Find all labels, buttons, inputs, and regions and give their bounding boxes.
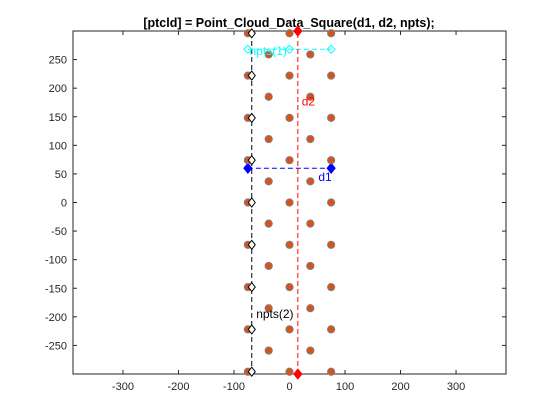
data-point: [306, 177, 315, 186]
npts2-marker: [247, 197, 256, 208]
y-tick-label: -100: [45, 255, 67, 267]
data-point: [306, 134, 315, 144]
x-tick-label: 100: [336, 381, 354, 393]
data-point: [285, 367, 294, 376]
y-tick-label: 200: [49, 83, 67, 95]
d1-label: d1: [318, 170, 332, 184]
data-point: [264, 50, 273, 59]
tick-labels: -300 -200 -100 0 100 200 300 -250 -200 -150 -100 -5…: [45, 55, 465, 393]
d2-end-marker: [293, 25, 303, 37]
data-point: [327, 156, 336, 165]
data-point: [327, 71, 336, 80]
npts1-marker: [326, 44, 336, 55]
data-points: [243, 27, 336, 378]
data-point: [327, 113, 336, 122]
data-point: [285, 113, 294, 122]
data-point: [306, 346, 315, 355]
data-point: [306, 50, 315, 59]
data-point: [327, 29, 336, 38]
x-tick-label: 0: [286, 381, 292, 393]
data-point: [327, 240, 336, 249]
data-point: [285, 198, 294, 207]
x-tick-label: 200: [391, 381, 409, 393]
data-point: [285, 240, 294, 249]
y-tick-label: 100: [49, 140, 67, 152]
data-point: [327, 198, 336, 207]
data-point: [285, 156, 294, 165]
y-tick-label: 150: [49, 112, 67, 124]
y-tick-label: 250: [49, 55, 67, 67]
d1-end-marker: [243, 162, 253, 175]
data-point: [264, 219, 273, 228]
chart-title: [ptcld] = Point_Cloud_Data_Square(d1, d2…: [143, 16, 434, 30]
y-tick-label: -150: [45, 283, 67, 295]
npts2-marker: [247, 154, 256, 166]
data-point: [264, 304, 273, 313]
npts1-marker: [284, 44, 295, 55]
npts2-marker: [247, 112, 256, 124]
y-tick-label: -50: [51, 226, 67, 238]
d1-end-marker: [326, 162, 336, 175]
data-point: [327, 283, 336, 292]
npts2-marker: [247, 281, 256, 293]
data-point: [264, 261, 273, 271]
annotation-labels: npts(1) d2 d1 npts(2): [250, 44, 333, 321]
npts2-label: npts(2): [256, 307, 293, 321]
data-point: [264, 134, 273, 144]
x-tick-label: 300: [447, 381, 465, 393]
data-point: [285, 283, 294, 292]
npts2-marker: [247, 366, 256, 378]
npts2-marker: [247, 324, 256, 335]
y-tick-label: -200: [45, 312, 67, 324]
npts2-marker: [247, 27, 256, 39]
data-point: [306, 92, 315, 101]
data-point: [306, 304, 315, 313]
data-point: [285, 71, 294, 80]
data-point: [285, 325, 294, 334]
npts2-marker: [247, 239, 256, 251]
data-point: [327, 367, 336, 376]
npts1-label: npts(1): [250, 44, 287, 58]
npts1-marker: [243, 44, 253, 55]
data-point: [306, 219, 315, 228]
data-point: [264, 346, 273, 355]
y-tick-label: 0: [61, 198, 67, 210]
data-point: [306, 261, 315, 271]
d2-label: d2: [302, 94, 316, 108]
y-tick-label: 50: [55, 169, 67, 181]
data-point: [327, 325, 336, 334]
data-point: [264, 177, 273, 186]
x-tick-label: -200: [167, 381, 189, 393]
data-point: [285, 29, 294, 38]
data-point: [264, 92, 273, 101]
d2-end-marker: [293, 368, 303, 380]
x-tick-label: -100: [223, 381, 245, 393]
y-tick-label: -250: [45, 340, 67, 352]
x-tick-label: -300: [112, 381, 134, 393]
npts2-marker: [247, 70, 256, 81]
